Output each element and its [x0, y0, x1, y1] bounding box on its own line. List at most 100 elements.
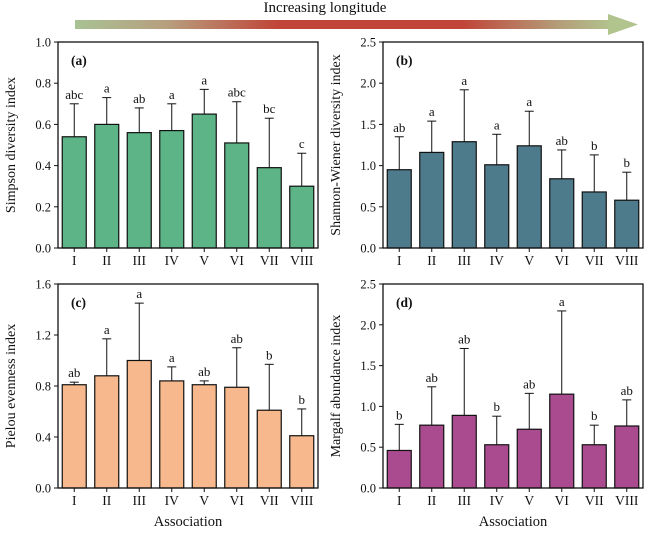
panel-label: (d)	[396, 295, 413, 310]
y-tick-label: 2.5	[360, 278, 376, 292]
bar-I	[61, 384, 87, 489]
bar-VI	[224, 386, 250, 489]
x-tick-label-VI: VI	[555, 253, 570, 268]
bar-I	[386, 449, 412, 489]
y-tick-label: 0.0	[35, 482, 51, 496]
x-tick-label-I: I	[72, 493, 77, 508]
bar-II	[419, 151, 445, 249]
plot-frame	[57, 283, 319, 489]
y-axis-label: Pielou evenness index	[4, 324, 19, 448]
sig-letter-VIII: b	[624, 155, 631, 170]
sig-letter-IV: a	[169, 350, 175, 365]
x-tick-label-III: III	[458, 493, 472, 508]
x-axis-label: Association	[479, 514, 548, 530]
x-tick-label-VII: VII	[585, 493, 604, 508]
arrow-head	[608, 14, 638, 35]
sig-letter-II: ab	[426, 370, 438, 385]
x-tick-label-V: V	[524, 253, 534, 268]
bar-VIII	[289, 435, 315, 489]
sig-letter-II: a	[104, 322, 110, 337]
y-tick-label: 0.2	[35, 200, 51, 214]
sig-letter-I: ab	[393, 120, 405, 135]
bar-IV	[159, 129, 185, 249]
sig-letter-VII: b	[266, 347, 273, 362]
sig-letter-VIII: ab	[621, 383, 633, 398]
plot-frame	[382, 283, 644, 489]
y-tick-label: 1.6	[35, 278, 51, 292]
sig-letter-IV: a	[169, 87, 175, 102]
bar-II	[419, 424, 445, 489]
y-axis-label: Margalf abundance index	[329, 315, 344, 458]
x-tick-label-V: V	[199, 253, 209, 268]
bar-V	[516, 145, 542, 249]
y-axis-label: Shannon-Wiener diversity index	[329, 54, 344, 235]
bar-III	[451, 141, 477, 249]
longitude-gradient-arrow-icon	[75, 14, 638, 35]
bar-VIII	[289, 185, 315, 249]
sig-letter-VI: a	[559, 294, 565, 309]
bar-V	[191, 384, 217, 489]
sig-letter-VI: abc	[228, 85, 246, 100]
y-tick-label: 0.6	[35, 118, 51, 132]
bar-VII	[581, 191, 607, 249]
sig-letter-V: a	[526, 94, 532, 109]
x-tick-label-IV: IV	[165, 493, 179, 508]
sig-letter-III: ab	[133, 91, 145, 106]
x-tick-label-VIII: VIII	[615, 253, 639, 268]
figure-title: Increasing longitude	[263, 0, 387, 16]
bar-VII	[256, 167, 282, 249]
x-tick-label-IV: IV	[165, 253, 179, 268]
x-tick-label-IV: IV	[490, 253, 504, 268]
y-tick-label: 1.0	[35, 36, 51, 50]
y-tick-label: 2.5	[360, 36, 376, 50]
sig-letter-VI: ab	[556, 133, 568, 148]
bar-IV	[159, 380, 185, 489]
x-tick-label-I: I	[72, 253, 77, 268]
y-tick-label: 0.8	[35, 380, 51, 394]
x-tick-label-VIII: VIII	[290, 253, 314, 268]
bar-VI	[549, 178, 575, 249]
x-tick-label-I: I	[397, 493, 402, 508]
bar-III	[126, 132, 152, 249]
bar-I	[61, 136, 87, 249]
bar-VII	[581, 444, 607, 489]
sig-letter-VII: b	[591, 408, 598, 423]
x-tick-label-VII: VII	[260, 493, 279, 508]
x-tick-label-I: I	[397, 253, 402, 268]
x-axis-label: Association	[154, 514, 223, 530]
x-tick-label-II: II	[427, 253, 436, 268]
sig-letter-V: ab	[523, 376, 535, 391]
sig-letter-III: ab	[458, 331, 470, 346]
bar-IV	[484, 164, 510, 249]
panel-label: (c)	[71, 295, 86, 310]
y-tick-label: 0.4	[35, 431, 51, 445]
sig-letter-II: a	[429, 104, 435, 119]
y-tick-label: 1.2	[35, 329, 51, 343]
y-tick-label: 0.5	[360, 200, 376, 214]
sig-letter-IV: a	[494, 117, 500, 132]
sig-letter-VIII: c	[299, 136, 305, 151]
x-tick-label-VIII: VIII	[615, 493, 639, 508]
y-tick-label: 0.0	[360, 242, 376, 256]
bar-III	[126, 359, 152, 489]
sig-letter-V: ab	[198, 364, 210, 379]
x-tick-label-VII: VII	[585, 253, 604, 268]
y-tick-label: 1.0	[360, 400, 376, 414]
chart-canvas: ab Ia II a III a IV a Vab VI b VII b VIII 0.0 0.5 1.0 1.5…	[329, 36, 644, 268]
panel-label: (a)	[71, 53, 87, 68]
bar-II	[94, 123, 120, 249]
x-tick-label-II: II	[102, 253, 111, 268]
chart-canvas: ab Ia II a III a IV ab Vab VI b VII b VIII 0.0 0.4 0.8 1.…	[4, 278, 319, 530]
plot-frame	[382, 41, 644, 249]
sig-letter-III: a	[461, 73, 467, 88]
y-tick-label: 0.8	[35, 77, 51, 91]
sig-letter-IV: b	[494, 399, 501, 414]
bar-VI	[549, 393, 575, 489]
x-tick-label-III: III	[133, 253, 147, 268]
x-tick-label-III: III	[458, 253, 472, 268]
